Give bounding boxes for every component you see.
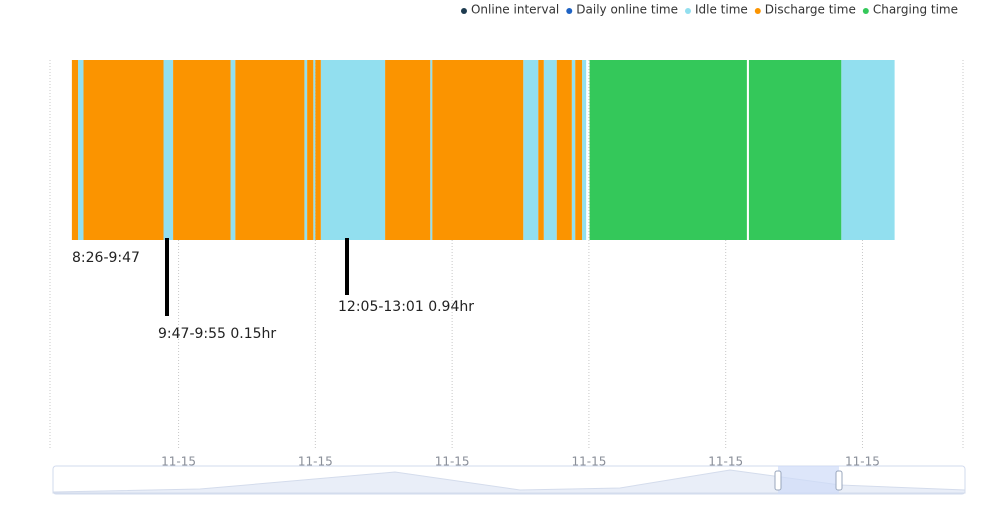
legend-marker bbox=[460, 8, 467, 14]
segment bbox=[235, 60, 305, 240]
plot: 11-15 11-15 11-15 11-15 11-15 11-15 8:26-9:47 9… bbox=[49, 60, 964, 469]
legend-label: Online interval bbox=[471, 3, 559, 17]
legend-marker bbox=[684, 8, 691, 14]
segment bbox=[841, 60, 895, 240]
x-tick-label: 11-15 bbox=[571, 455, 606, 469]
legend-marker bbox=[754, 8, 761, 14]
segment bbox=[320, 60, 386, 240]
segment bbox=[543, 60, 557, 240]
segment bbox=[582, 60, 587, 240]
segment bbox=[230, 60, 236, 240]
zoom-handle[interactable] bbox=[774, 470, 782, 491]
segment bbox=[385, 60, 431, 240]
segment bbox=[307, 60, 314, 240]
segment bbox=[71, 60, 79, 240]
legend: Charging time Discharge time Idle time Dail… bbox=[460, 3, 958, 17]
segment bbox=[163, 60, 174, 240]
segment bbox=[748, 60, 842, 240]
segment bbox=[315, 60, 321, 240]
x-tick-label: 11-15 bbox=[298, 455, 333, 469]
segment bbox=[575, 60, 583, 240]
segment bbox=[571, 60, 576, 240]
legend-label: Daily online time bbox=[576, 3, 678, 17]
segment bbox=[589, 60, 747, 240]
segment bbox=[78, 60, 84, 240]
segment bbox=[523, 60, 539, 240]
x-tick-label: 11-15 bbox=[708, 455, 743, 469]
segment bbox=[430, 60, 433, 240]
segment bbox=[556, 60, 572, 240]
segment bbox=[173, 60, 231, 240]
segment bbox=[538, 60, 544, 240]
data-zoom[interactable] bbox=[52, 465, 966, 495]
legend-marker bbox=[862, 8, 869, 14]
segment bbox=[304, 60, 308, 240]
segment bbox=[432, 60, 524, 240]
legend-label: Charging time bbox=[873, 3, 958, 17]
annotation: 9:47-9:55 0.15hr bbox=[158, 326, 276, 342]
segment bbox=[313, 60, 316, 240]
annotation: 12:05-13:01 0.94hr bbox=[338, 299, 474, 315]
legend-label: Idle time bbox=[695, 3, 748, 17]
legend-label: Discharge time bbox=[765, 3, 856, 17]
x-tick-label: 11-15 bbox=[161, 455, 196, 469]
zoom-preview bbox=[52, 469, 966, 494]
x-tick-label: 11-15 bbox=[435, 455, 470, 469]
x-tick-label: 11-15 bbox=[845, 455, 880, 469]
legend-marker bbox=[566, 8, 573, 14]
zoom-handle[interactable] bbox=[835, 470, 843, 491]
annotation: 8:26-9:47 bbox=[72, 250, 140, 266]
segment bbox=[83, 60, 164, 240]
zoom-window[interactable] bbox=[778, 466, 839, 494]
